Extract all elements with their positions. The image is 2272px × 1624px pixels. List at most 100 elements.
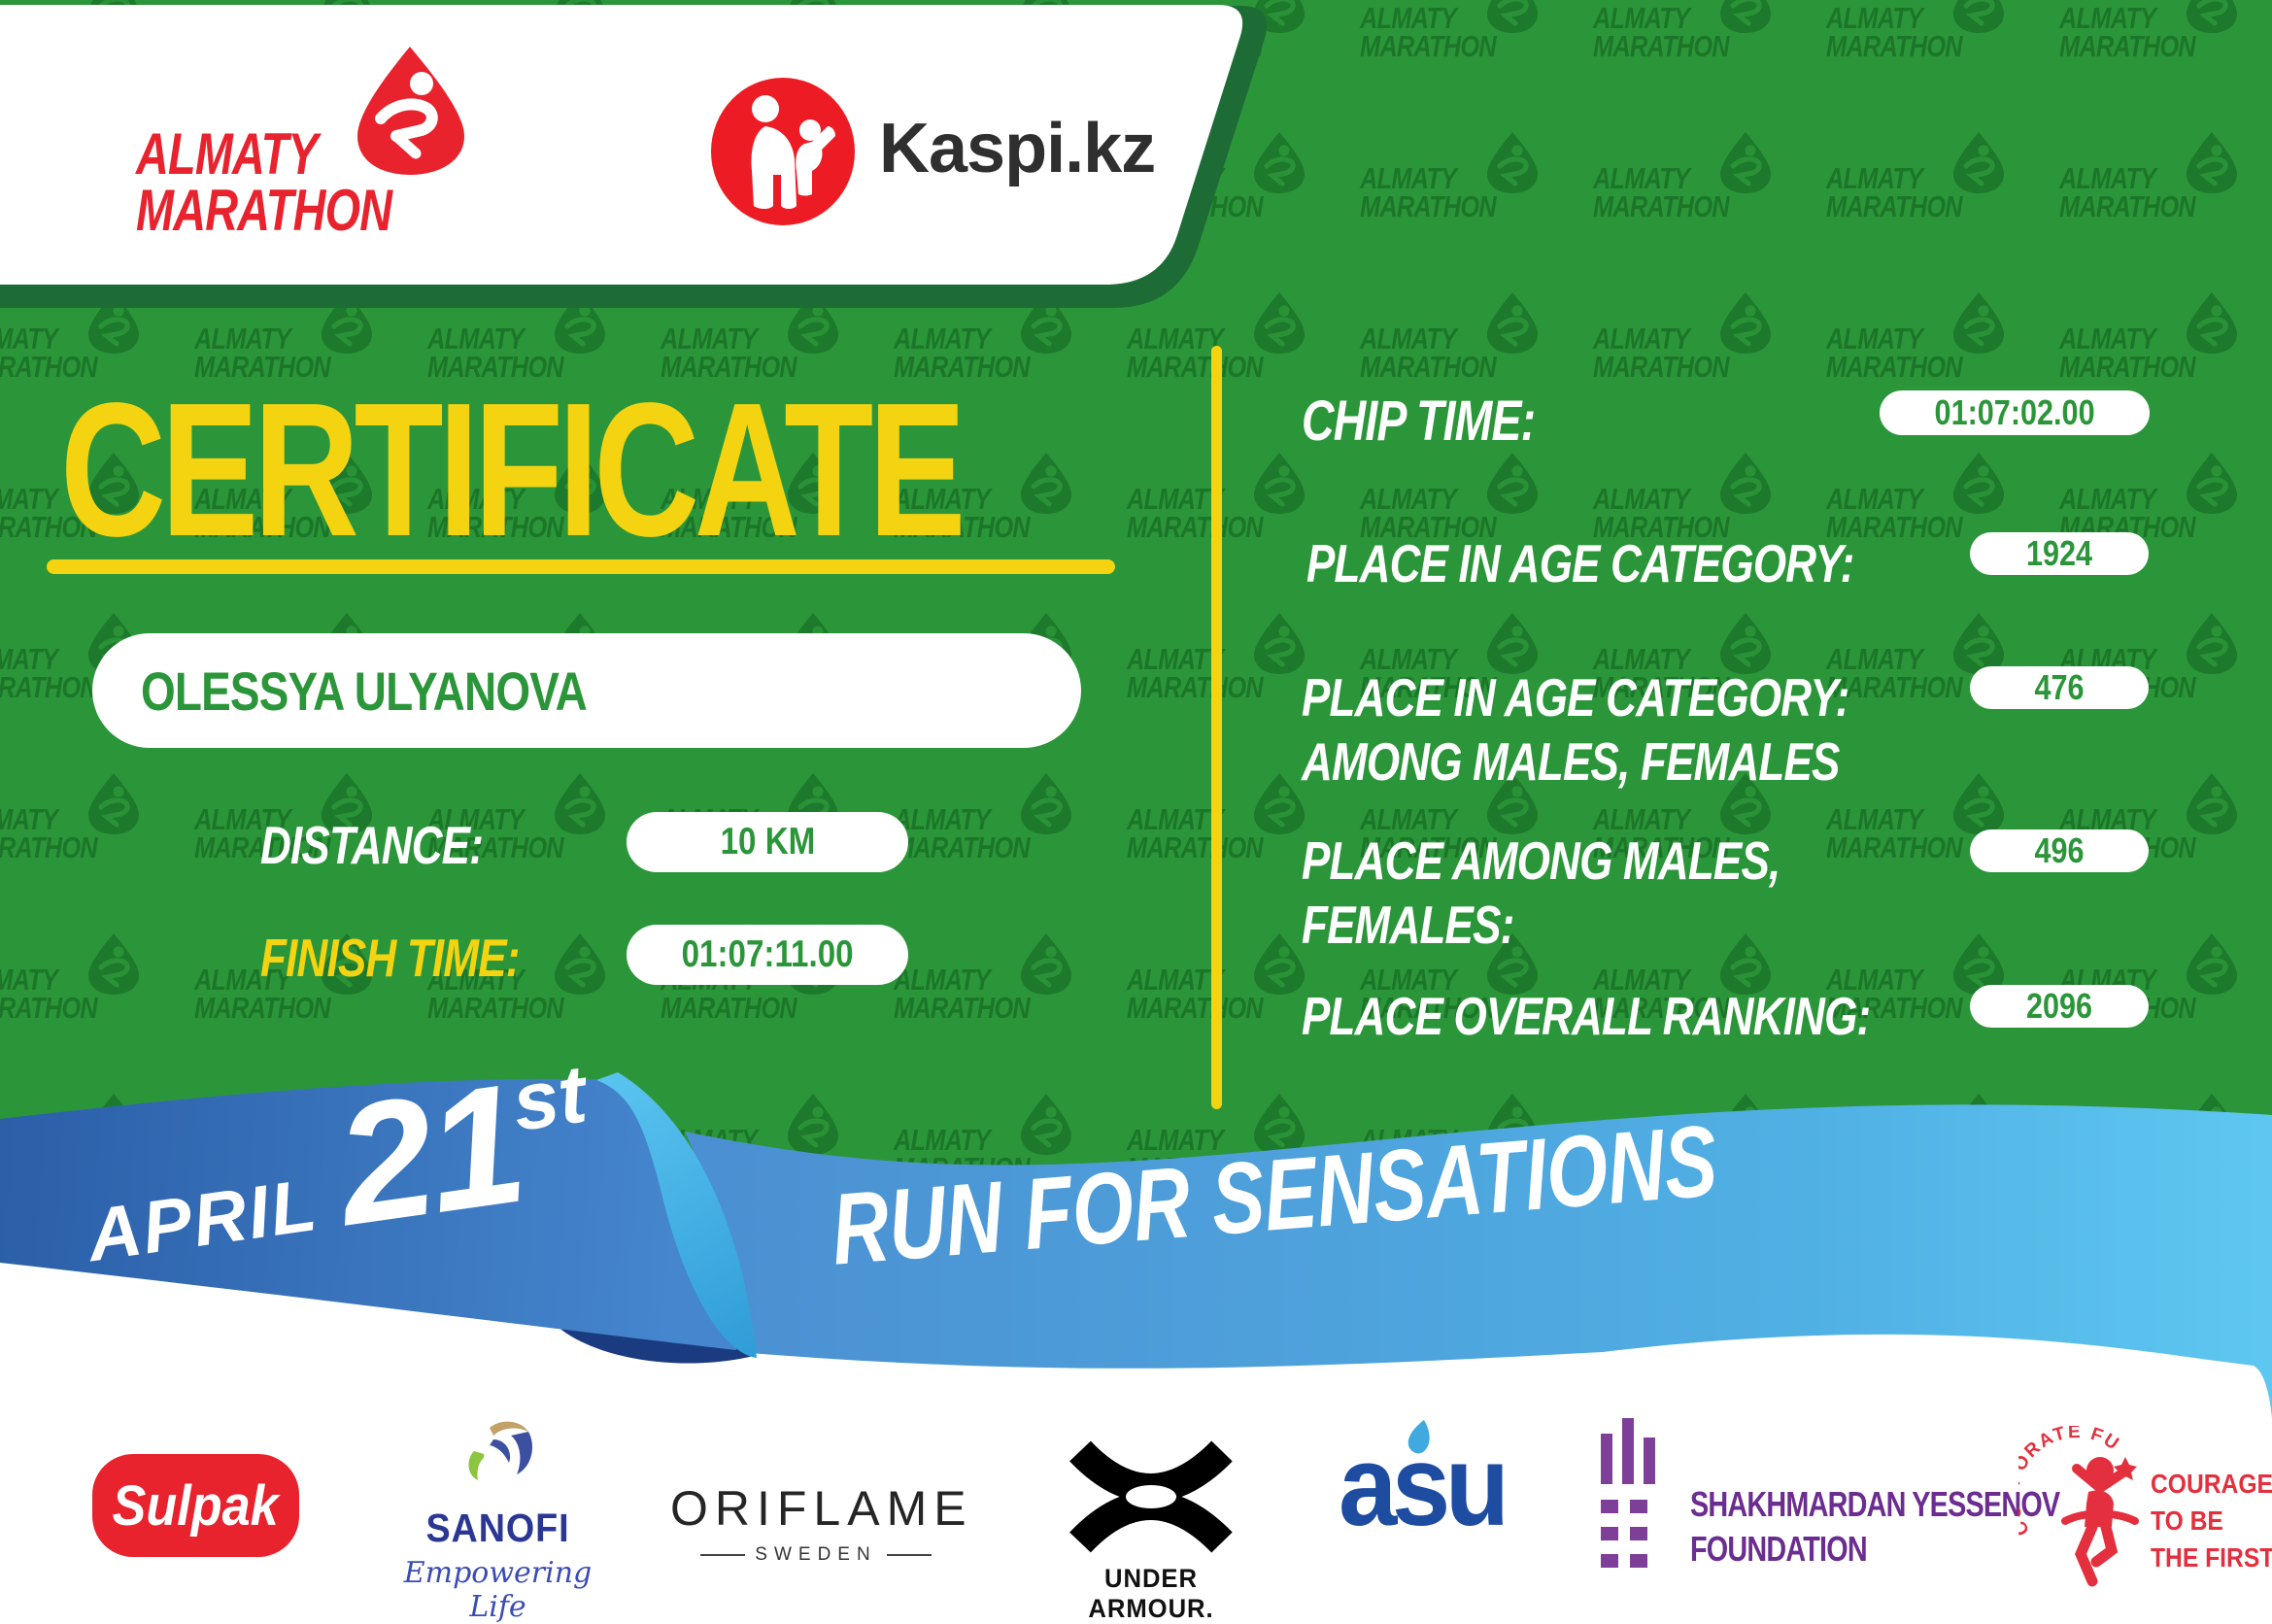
sanofi-bird-icon <box>468 1421 532 1480</box>
title-underline <box>47 559 1115 574</box>
ribbon-banner <box>0 1072 2272 1418</box>
almaty-marathon-logo-text: ALMATY MARATHON <box>136 121 392 243</box>
place-age-category-value: 1924 <box>2025 533 2093 573</box>
oriflame-rule-right <box>886 1554 932 1556</box>
oriflame-sweden-row: SWEDEN <box>670 1544 962 1566</box>
sponsor-yessenov-line2: FOUNDATION <box>1690 1529 1868 1569</box>
place-age-category-mf-value: 476 <box>2034 667 2085 707</box>
event-day: 21 <box>325 1048 532 1263</box>
sponsor-courage-line2: TO BE <box>2151 1506 2223 1536</box>
chip-time-label: CHIP TIME: <box>1302 389 1536 453</box>
finish-time-label: FINISH TIME: <box>260 928 520 988</box>
sulpak-logo-text: Sulpak <box>112 1473 280 1538</box>
kaspi-logo-text: Kaspi.kz <box>879 110 1156 187</box>
place-among-mf-label2: FEMALES: <box>1302 895 1514 955</box>
finish-time-value-pill: 01:07:11.00 <box>627 925 908 985</box>
distance-value-pill: 10 KM <box>627 812 908 872</box>
ribbon-roll-edge <box>596 1072 757 1358</box>
almaty-marathon-logo-icon <box>357 47 464 175</box>
sponsor-oriflame-logo-text: ORIFLAME <box>670 1481 973 1536</box>
place-age-category-mf-label2: AMONG MALES, FEMALES <box>1302 731 1840 792</box>
sponsor-courage-line3: THE FIRST! <box>2151 1542 2272 1573</box>
place-age-category-mf-pill: 476 <box>1970 666 2149 709</box>
finish-time-value: 01:07:11.00 <box>681 933 854 975</box>
distance-value: 10 KM <box>720 821 815 863</box>
almaty-logo-line1: ALMATY <box>136 121 319 186</box>
place-among-mf-value: 496 <box>2034 830 2085 870</box>
place-overall-value: 2096 <box>2025 986 2093 1026</box>
courage-corporate-fund-icon: CORPORATE FUND <box>2018 1426 2139 1587</box>
asu-droplet-icon <box>1407 1420 1430 1454</box>
event-day-suffix: st <box>506 1047 593 1148</box>
chip-time-pill: 01:07:02.00 <box>1880 390 2150 435</box>
ribbon-right-band <box>685 1104 2272 1418</box>
sponsor-courage-line1: COURAGE <box>2151 1469 2272 1499</box>
place-age-category-mf-label: PLACE IN AGE CATEGORY: <box>1302 667 1849 727</box>
oriflame-rule-left <box>700 1554 746 1556</box>
ribbon-left-band <box>0 1078 736 1350</box>
participant-name: OLESSYA ULYANOVA <box>141 660 588 722</box>
place-overall-label: PLACE OVERALL RANKING: <box>1302 986 1871 1046</box>
under-armour-icon <box>1069 1440 1233 1553</box>
place-among-mf-pill: 496 <box>1970 829 2149 872</box>
sponsor-sanofi-logo-text: SANOFI <box>425 1506 570 1550</box>
place-overall-pill: 2096 <box>1970 985 2149 1028</box>
certificate-title: CERTIFICATE <box>60 363 966 576</box>
place-among-mf-label: PLACE AMONG MALES, <box>1302 830 1780 891</box>
distance-label: DISTANCE: <box>260 815 484 875</box>
vertical-divider <box>1211 346 1222 1109</box>
oriflame-sweden-text: SWEDEN <box>755 1544 877 1565</box>
almaty-logo-line2: MARATHON <box>136 177 392 243</box>
event-month: APRIL <box>82 1163 323 1278</box>
sponsor-sulpak-logo: Sulpak <box>92 1454 299 1557</box>
header-panel-shape <box>0 5 1267 308</box>
kaspi-logo-icon <box>711 78 855 225</box>
sanofi-tagline: Empowering Life <box>403 1556 593 1624</box>
place-age-category-label: PLACE IN AGE CATEGORY: <box>1306 533 1854 593</box>
participant-name-field: OLESSYA ULYANOVA <box>92 633 1081 748</box>
